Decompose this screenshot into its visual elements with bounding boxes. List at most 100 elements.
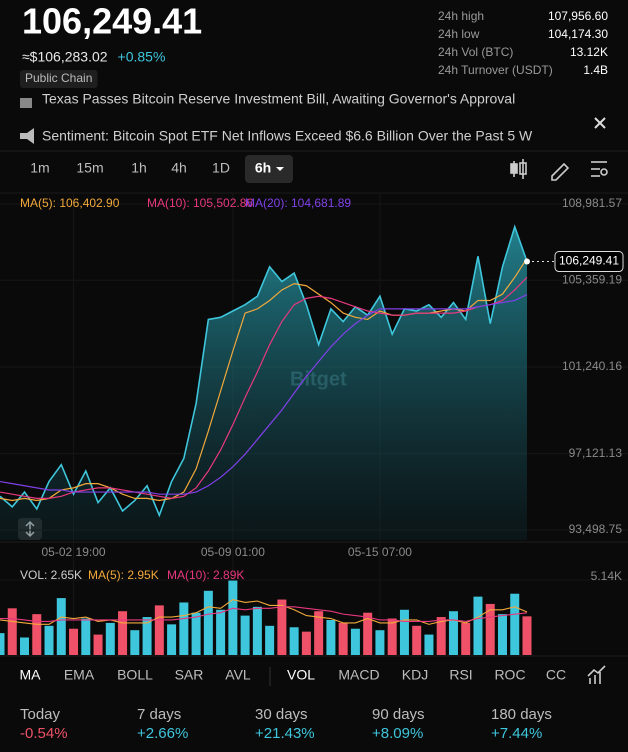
news-icon <box>20 128 34 144</box>
stat-label: 24h Turnover (USDT) <box>438 63 553 77</box>
volume-bar <box>265 625 275 655</box>
draw-icon[interactable] <box>551 162 570 181</box>
y-tick-label: 5.14K <box>591 569 622 583</box>
legend-entry: MA(5): 106,402.90 <box>20 196 120 210</box>
indicator-tab[interactable]: AVL <box>225 667 251 683</box>
stat-label: 24h low <box>438 27 480 41</box>
last-price-box <box>554 251 624 273</box>
news-item: Texas Passes Bitcoin Reserve Investment … <box>42 91 515 107</box>
volume-bar <box>399 609 409 655</box>
volume-bar <box>105 622 115 655</box>
last-price-dot <box>524 258 530 265</box>
volume-bar <box>81 618 91 655</box>
interval-selected <box>245 155 293 183</box>
volume-bar <box>485 603 495 655</box>
close-button[interactable] <box>594 117 606 129</box>
last-price-label: 106,249.41 <box>559 254 619 268</box>
volume-bar <box>228 580 238 655</box>
news-icon <box>20 98 32 108</box>
volume-bar <box>448 611 458 655</box>
indicator-tab[interactable]: ROC <box>494 667 525 683</box>
x-tick-label: 05-09 01:00 <box>201 545 265 559</box>
indicator-icon[interactable] <box>587 665 606 684</box>
x-tick-label: 05-15 07:00 <box>348 545 412 559</box>
indicator-tab[interactable]: EMA <box>64 667 95 683</box>
indicator-tab[interactable]: MA <box>20 667 42 683</box>
candle-icon[interactable] <box>510 159 527 179</box>
badge-bg <box>20 70 98 88</box>
y-tick-label: 105,359.19 <box>562 272 622 286</box>
indicator-tab[interactable]: KDJ <box>402 667 428 683</box>
volume-bar <box>350 628 360 655</box>
interval[interactable]: 1h <box>131 160 147 176</box>
indicator-tab[interactable]: BOLL <box>117 667 153 683</box>
performance-value: +8.09% <box>372 725 423 742</box>
interval[interactable]: 15m <box>76 160 103 176</box>
volume-bar <box>203 590 213 655</box>
volume-bar <box>154 605 164 655</box>
ma-line <box>0 257 528 502</box>
performance-value: -0.54% <box>20 725 68 742</box>
indicator-tab[interactable]: SAR <box>175 667 204 683</box>
y-tick-label: 108,981.57 <box>562 196 622 210</box>
volume-bar <box>277 599 287 655</box>
settings-icon[interactable] <box>591 161 608 177</box>
volume-bar <box>179 602 189 655</box>
legend-entry: MA(5): 2.95K <box>88 568 159 582</box>
performance-label: Today <box>20 706 61 723</box>
indicator-tab[interactable]: VOL <box>287 667 315 683</box>
volume-bar <box>387 618 397 655</box>
volume-bar <box>375 630 385 655</box>
change: +0.85% <box>118 49 166 65</box>
y-tick-label: 93,498.75 <box>569 522 623 536</box>
x-tick-label: 05-02 19:00 <box>42 545 106 559</box>
stat-label: 24h high <box>438 9 484 23</box>
performance-value: +7.44% <box>491 725 542 742</box>
price-line <box>0 224 528 518</box>
interval[interactable]: 6h <box>255 160 271 176</box>
performance-label: 180 days <box>491 706 552 723</box>
legend-entry: MA(20): 104,681.89 <box>245 196 351 210</box>
volume-ma-line <box>0 598 528 625</box>
interval[interactable]: 1D <box>212 160 230 176</box>
volume-bar <box>0 633 5 655</box>
volume-bar <box>326 619 336 655</box>
volume-bar <box>412 625 422 655</box>
approx-price: ≈$106,283.02 <box>22 49 108 65</box>
volume-bar <box>473 596 483 655</box>
interval[interactable]: 1m <box>30 160 49 176</box>
volume-bar <box>240 615 250 655</box>
performance-label: 30 days <box>255 706 308 723</box>
indicator-tab[interactable]: MACD <box>338 667 379 683</box>
volume-bar <box>338 622 348 655</box>
y-tick-label: 97,121.13 <box>569 446 623 460</box>
indicator-tab[interactable]: CC <box>546 667 566 683</box>
performance-label: 90 days <box>372 706 425 723</box>
volume-bar <box>69 628 79 655</box>
volume-bar <box>301 631 311 655</box>
performance-label: 7 days <box>137 706 181 723</box>
badge: Public Chain <box>25 71 92 85</box>
indicator-tab[interactable]: RSI <box>449 667 472 683</box>
price-area <box>0 226 527 540</box>
volume-bar <box>32 614 42 655</box>
legend-entry: MA(10): 105,502.86 <box>147 196 253 210</box>
stat-value: 104,174.30 <box>548 27 608 41</box>
volume-bar <box>314 611 324 655</box>
volume-bar <box>167 624 177 655</box>
volume-ma-line <box>0 606 528 622</box>
stat-value: 107,956.60 <box>548 9 608 23</box>
volume-bar <box>436 617 446 655</box>
volume-bar <box>497 614 507 655</box>
volume-bar <box>20 637 30 655</box>
interval[interactable]: 4h <box>171 160 187 176</box>
news-item: Sentiment: Bitcoin Spot ETF Net Inflows … <box>42 128 533 144</box>
volume-bar <box>118 611 128 655</box>
performance-value: +21.43% <box>255 725 315 742</box>
volume-bar <box>510 593 520 655</box>
dropdown-caret <box>276 167 284 171</box>
volume-bar <box>216 609 226 655</box>
volume-bar <box>363 612 373 655</box>
